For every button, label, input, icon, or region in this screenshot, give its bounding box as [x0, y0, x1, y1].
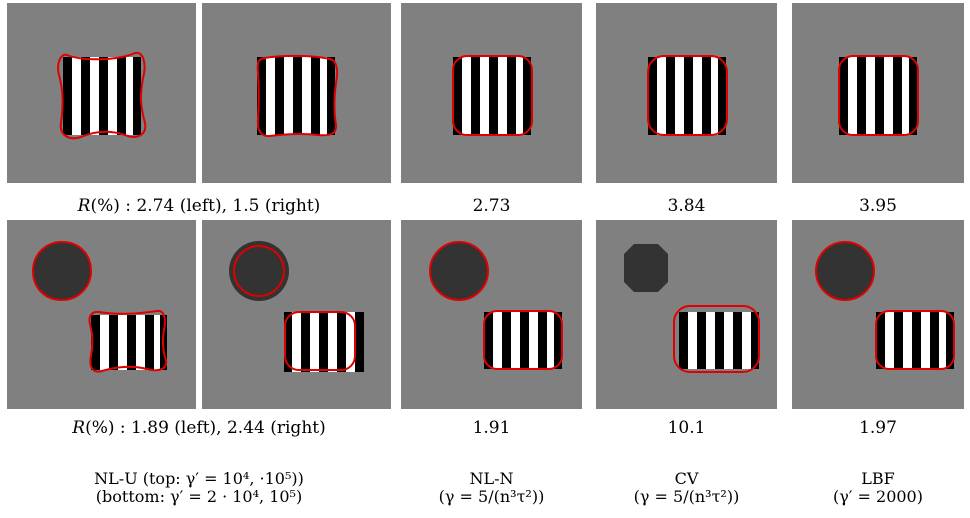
panel-row2-nlu-left	[7, 220, 196, 409]
segmentation-image	[429, 241, 563, 370]
contour-curve	[284, 311, 356, 371]
dark-disk	[229, 241, 289, 301]
dark-disk	[816, 242, 874, 300]
method-label-cv: CV (γ = 5/(n³τ²))	[596, 470, 777, 506]
segmentation-image	[452, 55, 533, 136]
nlu-line1: NL-U (top: γ′ = 10⁴, ·10⁵))	[94, 469, 304, 488]
segmentation-image	[57, 51, 147, 140]
panel-row1-nlu-left	[7, 3, 196, 183]
contour-curve	[815, 241, 875, 301]
panel-row1-nln	[401, 3, 582, 183]
contour-curve	[838, 55, 919, 136]
r-symbol: R	[72, 418, 86, 438]
stripe-square	[63, 57, 141, 135]
stripe-square	[91, 315, 167, 370]
contour-curve	[875, 310, 955, 370]
segmentation-image	[624, 244, 760, 373]
contour-curve	[673, 305, 760, 373]
caption-row1-lbf: 3.95	[859, 196, 897, 216]
method-label-nlu: NL-U (top: γ′ = 10⁴, ·10⁵)) (bottom: γ′ …	[7, 470, 391, 506]
method-label-lbf: LBF (γ′ = 2000)	[792, 470, 964, 506]
stripe-square	[679, 312, 759, 369]
contour-curve	[647, 55, 728, 136]
segmentation-image	[31, 240, 168, 373]
segmentation-image	[647, 55, 728, 136]
stripe-square	[453, 57, 531, 135]
r-symbol: R	[77, 196, 91, 216]
contour-curve	[429, 241, 489, 301]
caption-row2-nln: 1.91	[472, 418, 511, 438]
stripe-square	[839, 57, 917, 135]
stripe-square	[257, 57, 335, 135]
contour-curve	[88, 309, 168, 373]
contour-curve	[31, 240, 93, 302]
dark-disk	[430, 242, 488, 300]
stripe-square	[876, 312, 954, 369]
segmentation-image	[256, 54, 339, 138]
contour-curve	[452, 55, 533, 136]
caption-row1-nlu: R(%) : 2.74 (left), 1.5 (right)	[7, 196, 391, 216]
nln-param: (γ = 5/(n³τ²))	[438, 487, 545, 506]
contour-curve	[57, 51, 147, 140]
nlu-line2: (bottom: γ′ = 2 · 10⁴, 10⁵)	[95, 487, 303, 506]
caption-row1-cv: 3.84	[667, 196, 706, 216]
lbf-name: LBF	[861, 469, 895, 488]
lbf-param: (γ′ = 2000)	[833, 487, 923, 506]
panel-row2-nln	[401, 220, 582, 409]
stripe-square	[648, 57, 726, 135]
panel-row1-nlu-right	[202, 3, 391, 183]
panel-row1-lbf	[792, 3, 964, 183]
panel-row1-cv	[596, 3, 777, 183]
panel-row2-cv	[596, 220, 777, 409]
stripe-square	[284, 312, 364, 372]
dark-octagon	[624, 244, 668, 292]
segmentation-image	[229, 241, 364, 372]
caption-row2-nlu: R(%) : 1.89 (left), 2.44 (right)	[7, 418, 391, 438]
cv-name: CV	[674, 469, 699, 488]
contour-curve	[483, 310, 563, 370]
caption-row2-cv: 10.1	[667, 418, 706, 438]
contour-curve	[256, 54, 339, 138]
panel-row2-nlu-right	[202, 220, 391, 409]
dark-disk	[33, 242, 91, 300]
caption-text: (%) : 2.74 (left), 1.5 (right)	[90, 196, 321, 216]
caption-row2-lbf: 1.97	[859, 418, 897, 438]
stripe-square	[484, 312, 562, 369]
panel-row2-lbf	[792, 220, 964, 409]
caption-text: (%) : 1.89 (left), 2.44 (right)	[85, 418, 326, 438]
method-label-nln: NL-N (γ = 5/(n³τ²))	[401, 470, 582, 506]
contour-curve	[233, 245, 285, 297]
segmentation-image	[815, 241, 955, 370]
caption-row1-nln: 2.73	[472, 196, 511, 216]
nln-name: NL-N	[469, 469, 514, 488]
cv-param: (γ = 5/(n³τ²))	[633, 487, 740, 506]
segmentation-image	[838, 55, 919, 136]
